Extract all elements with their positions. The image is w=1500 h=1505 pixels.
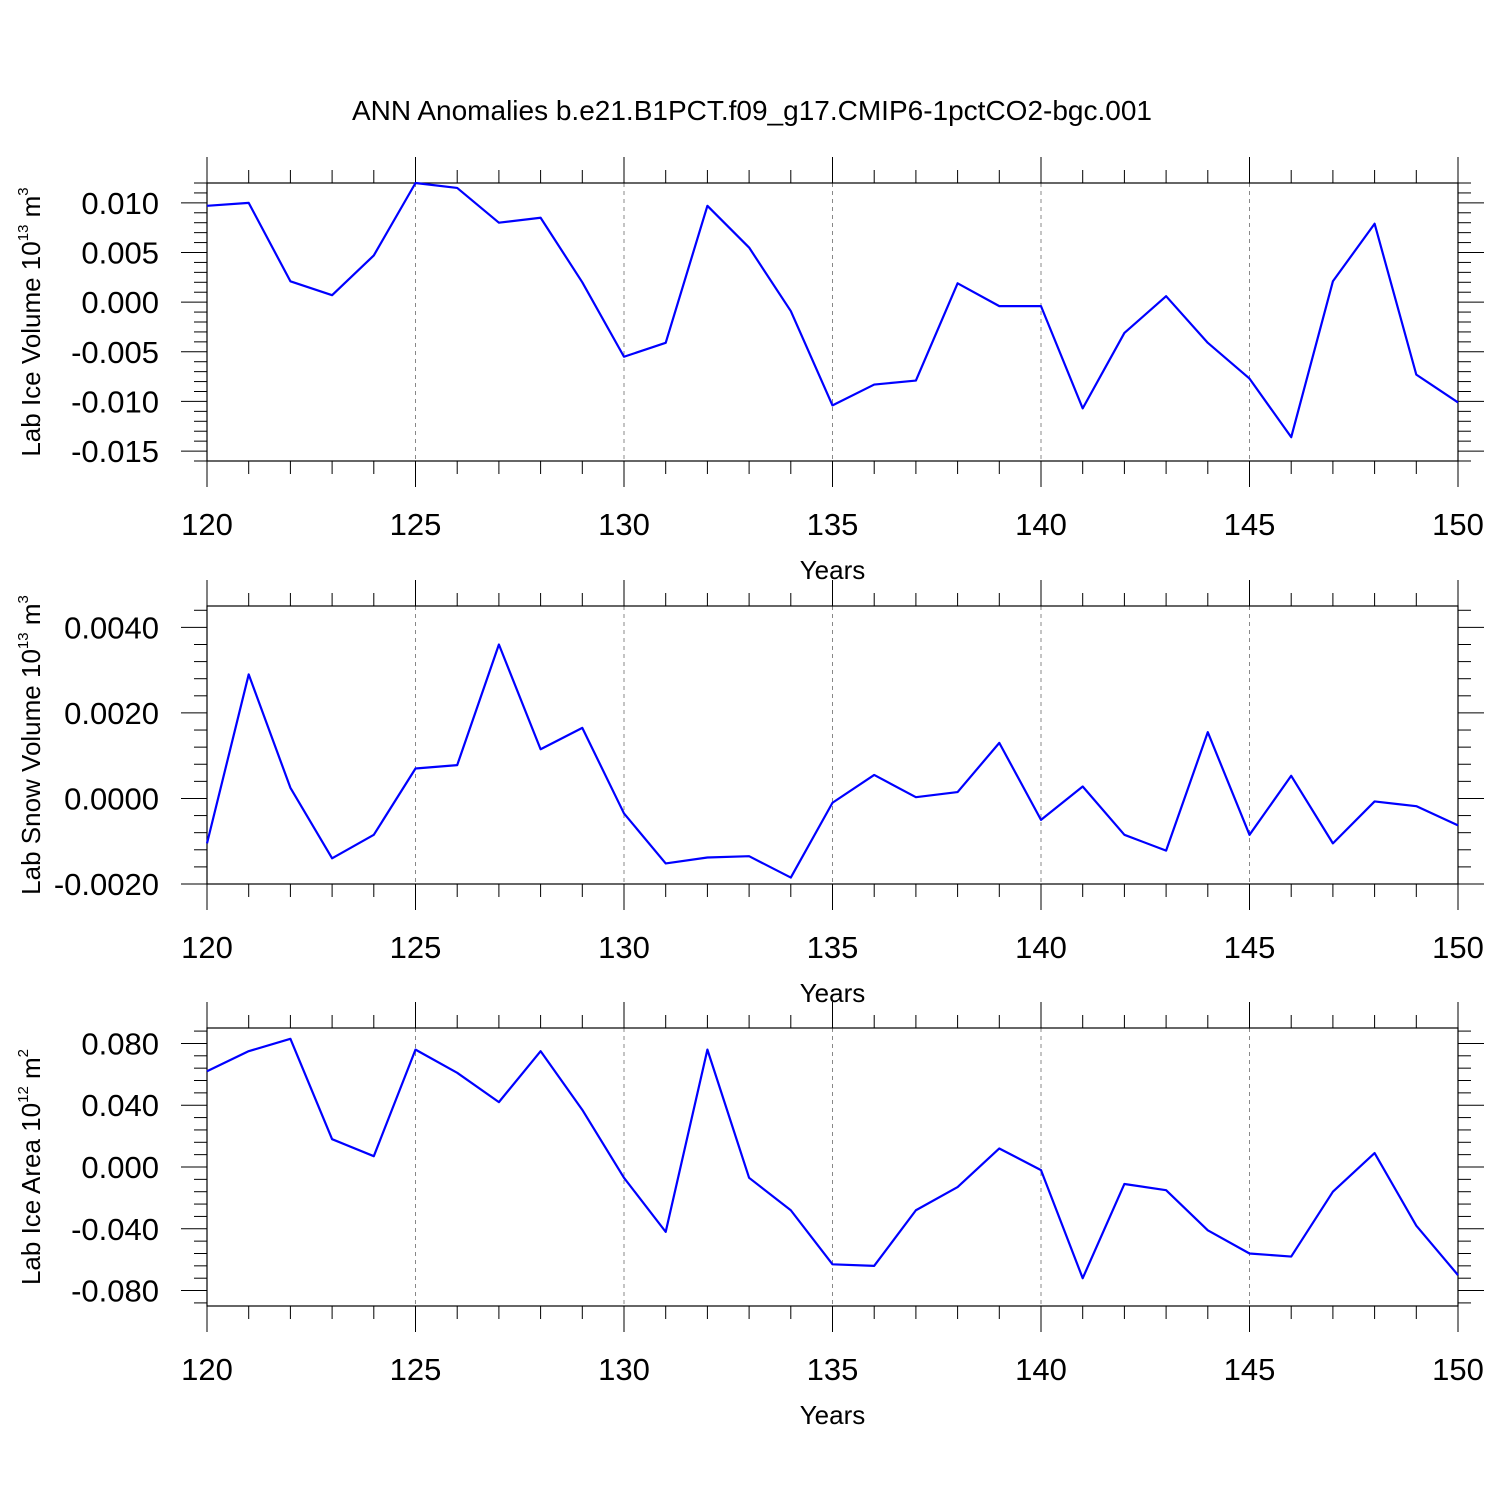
chart-panel-2: 120 125 130 135 140 145 150 -0.0020 0.0000 0.0020…: [15, 580, 1484, 1008]
y-axis-label: Lab Ice Volume 1013 m3: [15, 187, 46, 456]
x-tick-label: 135: [807, 1352, 859, 1387]
y-tick-label: 0.0040: [64, 610, 159, 645]
x-tick-label: 120: [181, 930, 233, 965]
y-axis-label-part: m: [16, 196, 46, 225]
y-tick-label: 0.010: [81, 186, 159, 221]
x-tick-label: 140: [1015, 930, 1067, 965]
x-tick-label: 120: [181, 507, 233, 542]
x-tick-label: 135: [807, 930, 859, 965]
x-tick-label: 130: [598, 1352, 650, 1387]
series-line: [205, 643, 1459, 879]
y-tick-label: -0.015: [71, 434, 159, 469]
x-tick-label: 140: [1015, 507, 1067, 542]
y-tick-label: 0.080: [81, 1026, 159, 1061]
y-axis-label-superscript: 13: [15, 632, 32, 649]
x-tick-label: 145: [1224, 1352, 1276, 1387]
chart-title: ANN Anomalies b.e21.B1PCT.f09_g17.CMIP6-…: [352, 95, 1152, 126]
y-axis-label-superscript: 13: [15, 225, 32, 242]
y-tick-label: 0.000: [81, 1150, 159, 1185]
x-tick-label: 150: [1432, 507, 1484, 542]
y-axis-label: Lab Snow Volume 1013 m3: [15, 595, 46, 895]
x-tick-label: 145: [1224, 507, 1276, 542]
x-tick-label: 125: [390, 507, 442, 542]
x-tick-label: 130: [598, 930, 650, 965]
y-tick-label: -0.0020: [54, 867, 159, 902]
x-tick-label: 145: [1224, 930, 1276, 965]
x-tick-label: 150: [1432, 1352, 1484, 1387]
y-axis-label-part: Lab Snow Volume 10: [16, 649, 46, 895]
x-tick-label: 140: [1015, 1352, 1067, 1387]
y-axis-label-superscript: 12: [15, 1086, 32, 1103]
chart-panel-3: 120 125 130 135 140 145 150 -0.080 -0.040 0.000 0.…: [15, 1002, 1484, 1430]
y-axis-label-part: Lab Ice Area 10: [16, 1103, 46, 1285]
y-axis-label-superscript: 3: [15, 595, 32, 603]
y-axis-label-part: m: [16, 604, 46, 633]
y-tick-label: 0.0020: [64, 696, 159, 731]
y-axis-label-part: Lab Ice Volume 10: [16, 241, 46, 456]
y-tick-label: -0.010: [71, 384, 159, 419]
y-axis-label-superscript: 3: [15, 187, 32, 195]
series-line: [206, 1037, 1459, 1280]
x-tick-label: 135: [807, 507, 859, 542]
series-line: [206, 181, 1459, 439]
y-axis-label-part: m: [16, 1057, 46, 1086]
x-tick-label: 130: [598, 507, 650, 542]
y-tick-label: -0.040: [71, 1212, 159, 1247]
y-tick-label: 0.005: [81, 236, 159, 271]
y-tick-label: -0.005: [71, 335, 159, 370]
x-axis-label: Years: [800, 1400, 866, 1430]
chart-panel-1: 120 125 130 135 140 145 150 -0.015 -0.010 -0.005 0…: [15, 157, 1484, 585]
x-tick-label: 150: [1432, 930, 1484, 965]
y-tick-label: 0.040: [81, 1088, 159, 1123]
y-tick-label: 0.0000: [64, 781, 159, 816]
x-tick-label: 125: [390, 1352, 442, 1387]
x-tick-label: 120: [181, 1352, 233, 1387]
y-axis-label-superscript: 2: [15, 1049, 32, 1057]
y-axis-label: Lab Ice Area 1012 m2: [15, 1049, 46, 1285]
y-tick-label: 0.000: [81, 285, 159, 320]
x-tick-label: 125: [390, 930, 442, 965]
y-tick-label: -0.080: [71, 1274, 159, 1309]
